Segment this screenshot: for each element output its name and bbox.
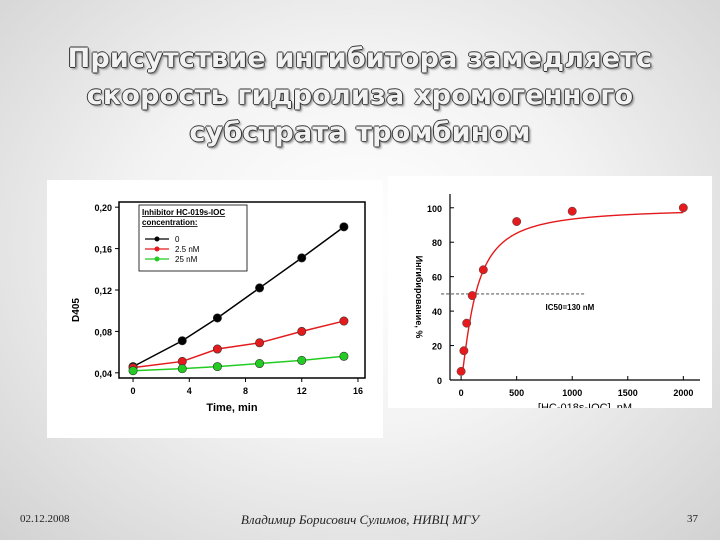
data-point <box>255 283 265 293</box>
y-tick-label: 100 <box>427 204 442 214</box>
data-point <box>456 366 466 376</box>
legend-marker <box>154 256 160 262</box>
title-line-2: скорость гидролиза хромогенного <box>86 80 634 111</box>
y-tick-label: 80 <box>432 238 442 248</box>
data-point <box>467 291 477 301</box>
data-point <box>462 318 472 328</box>
data-point <box>678 203 688 213</box>
y-axis-label: D405 <box>71 298 82 322</box>
x-tick-label: 1000 <box>562 388 582 398</box>
legend-label: 0 <box>175 235 180 244</box>
data-point <box>478 265 488 275</box>
data-point <box>339 316 349 326</box>
kinetics-chart-panel: 0,04 0,08 0,12 0,16 0,20 0 4 8 12 16 Time, min D405… <box>47 180 383 438</box>
x-tick-label: 2000 <box>673 388 693 398</box>
data-point <box>297 355 307 365</box>
data-point <box>212 344 222 354</box>
x-tick-label: 1500 <box>618 388 638 398</box>
inhibition-chart-panel: 0 20 40 60 80 100 0 500 1000 1500 2000 [HC-018s-IOC… <box>388 176 712 408</box>
title-line-1: Присутствие ингибитора замедляетс <box>67 43 653 74</box>
legend-title: Inhibitor HC-019s-IOC <box>142 208 225 217</box>
x-tick-label: 500 <box>509 388 524 398</box>
kinetics-chart: 0,04 0,08 0,12 0,16 0,20 0 4 8 12 16 Time, min D405… <box>71 201 366 414</box>
data-point <box>177 364 187 374</box>
page-number: 37 <box>687 513 698 525</box>
y-tick-label: 0,12 <box>94 286 112 296</box>
data-point <box>255 359 265 369</box>
y-tick-label: 60 <box>432 273 442 283</box>
title-line-3: субстрата тромбином <box>189 117 531 148</box>
y-tick-label: 0,20 <box>94 203 112 213</box>
legend-label: 2.5 nM <box>175 245 200 254</box>
legend-subtitle: concentration: <box>142 218 198 227</box>
data-point <box>177 336 187 346</box>
y-tick-label: 20 <box>432 342 442 352</box>
y-axis-label: Ингибирование, % <box>414 256 424 339</box>
data-point <box>297 253 307 263</box>
y-tick-label: 0,04 <box>94 369 112 379</box>
y-tick-label: 40 <box>432 307 442 317</box>
footer-date: 02.12.2008 <box>20 513 70 525</box>
slide-title: Присутствие ингибитора замедляетс скорос… <box>40 40 680 151</box>
x-axis-label: [HC-018s-IOC], nM <box>538 402 632 408</box>
data-point <box>339 351 349 361</box>
ic50-annotation: IC50=130 nM <box>546 303 595 312</box>
y-tick-label: 0 <box>437 376 442 386</box>
y-tick-label: 0,16 <box>94 245 112 255</box>
data-point <box>339 222 349 232</box>
y-tick-label: 0,08 <box>94 327 112 337</box>
x-tick-label: 0 <box>459 388 464 398</box>
x-tick-label: 4 <box>187 386 192 396</box>
data-point <box>459 346 469 356</box>
x-tick-label: 16 <box>353 386 363 396</box>
legend-label: 25 nM <box>175 255 198 264</box>
data-point <box>212 362 222 372</box>
x-tick-label: 12 <box>297 386 307 396</box>
series-line <box>132 320 345 369</box>
data-point <box>567 206 577 216</box>
x-axis-label: Time, min <box>206 402 257 414</box>
series-line <box>133 355 344 372</box>
series-line <box>132 226 345 368</box>
footer-author: Владимир Борисович Сулимов, НИВЦ МГУ <box>240 512 480 527</box>
x-tick-label: 8 <box>243 386 248 396</box>
data-point <box>255 338 265 348</box>
legend-marker <box>154 236 160 242</box>
data-point <box>212 313 222 323</box>
data-point <box>128 366 138 376</box>
data-point <box>297 326 307 336</box>
legend-marker <box>154 246 160 252</box>
x-tick-label: 0 <box>131 386 136 396</box>
data-point <box>512 217 522 227</box>
fit-curve <box>461 211 684 373</box>
